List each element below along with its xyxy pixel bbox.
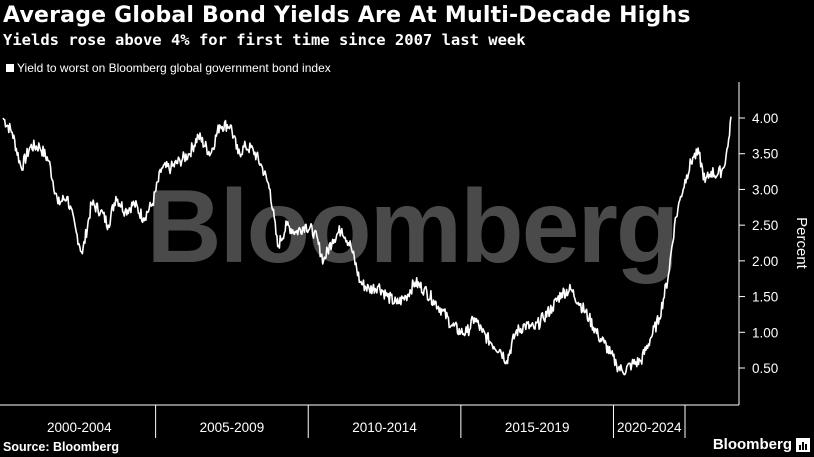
watermark: Bloomberg <box>147 169 678 285</box>
x-tick-label: 2005-2009 <box>200 420 265 435</box>
legend: Yield to worst on Bloomberg global gover… <box>6 61 331 75</box>
x-tick-label: 2020-2024 <box>617 420 682 435</box>
x-tick-label: 2015-2019 <box>505 420 570 435</box>
y-tick-label: 0.50 <box>752 361 778 376</box>
brand-logo: Bloomberg <box>713 436 810 453</box>
x-tick-label: 2000-2004 <box>47 420 112 435</box>
y-tick-label: 2.00 <box>752 254 778 269</box>
y-tick-label: 1.50 <box>752 290 778 305</box>
source-note: Source: Bloomberg <box>3 440 119 454</box>
legend-swatch <box>6 64 14 72</box>
y-tick-label: 4.00 <box>752 111 778 126</box>
brand-label: Bloomberg <box>712 436 792 453</box>
chart-subtitle: Yields rose above 4% for first time sinc… <box>3 31 526 49</box>
y-axis-label: Percent <box>793 217 810 270</box>
chart-title: Average Global Bond Yields Are At Multi-… <box>3 3 691 28</box>
y-tick-label: 1.00 <box>752 325 778 340</box>
x-tick-label: 2010-2014 <box>352 420 417 435</box>
y-tick-label: 2.50 <box>752 218 778 233</box>
series-line <box>2 116 732 376</box>
legend-label: Yield to worst on Bloomberg global gover… <box>17 61 331 75</box>
y-tick-label: 3.00 <box>752 182 778 197</box>
bar-chart-icon <box>796 437 810 452</box>
y-tick-label: 3.50 <box>752 147 778 162</box>
